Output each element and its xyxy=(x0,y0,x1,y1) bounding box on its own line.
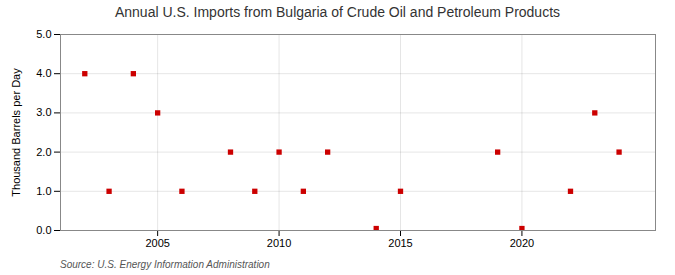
html-text:Annual U.S. Imports from Bulga: Annual U.S. Imports from Bulgaria of Cru… xyxy=(115,4,560,20)
svg-text:2020: 2020 xyxy=(510,237,534,249)
svg-text:4.0: 4.0 xyxy=(36,67,51,79)
svg-text:1.0: 1.0 xyxy=(36,185,51,197)
svg-text:5.0: 5.0 xyxy=(36,28,51,40)
svg-text:2010: 2010 xyxy=(267,237,291,249)
svg-text:Thousand Barrels per Day: Thousand Barrels per Day xyxy=(10,68,22,197)
svg-text:3.0: 3.0 xyxy=(36,106,51,118)
html-text:Source: U.S. Energy Informatio: Source: U.S. Energy Information Administ… xyxy=(60,259,270,270)
svg-text:2005: 2005 xyxy=(145,237,169,249)
svg-text:0.0: 0.0 xyxy=(36,224,51,236)
svg-text:2.0: 2.0 xyxy=(36,146,51,158)
svg-text:2015: 2015 xyxy=(388,237,412,249)
